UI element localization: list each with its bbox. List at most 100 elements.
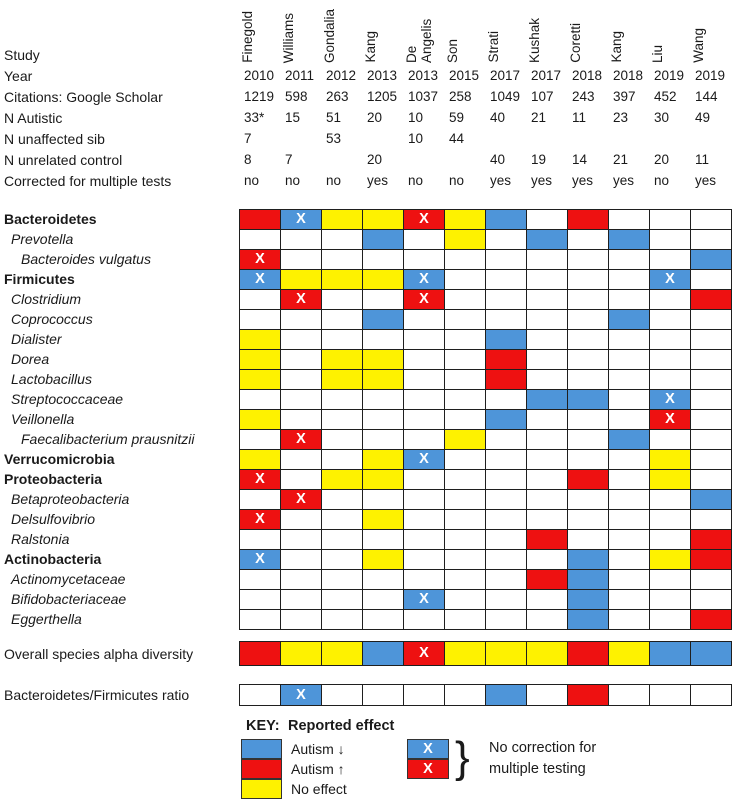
heatmap-cell	[486, 370, 527, 390]
heatmap-cell	[240, 390, 281, 410]
study-n-sib-value: 10	[408, 131, 424, 146]
heatmap-cell	[650, 510, 691, 530]
heatmap-cell	[240, 430, 281, 450]
heatmap-cell	[322, 250, 363, 270]
header-row-label: Corrected for multiple tests	[4, 173, 172, 189]
heatmap-cell	[363, 550, 404, 570]
heatmap-cell	[322, 530, 363, 550]
study-citations-value: 243	[572, 89, 595, 104]
heatmap-cell	[527, 210, 568, 230]
key-x-swatch-bx: X	[407, 739, 449, 759]
taxa-label: Verrucomicrobia	[4, 451, 115, 467]
heatmap-cell	[527, 570, 568, 590]
heatmap-cell	[363, 290, 404, 310]
heatmap-cell	[281, 270, 322, 290]
taxa-label: Firmicutes	[4, 271, 75, 287]
heatmap-cell	[650, 430, 691, 450]
study-corrected-value: no	[285, 173, 301, 188]
heatmap-cell	[240, 310, 281, 330]
study-n-autistic-value: 23	[613, 110, 629, 125]
heatmap-cell	[568, 450, 609, 470]
heatmap-cell	[691, 230, 732, 250]
heatmap-cell	[486, 642, 527, 666]
header-row-label: Citations: Google Scholar	[4, 89, 163, 105]
no-correction-x-mark: X	[255, 511, 265, 528]
heatmap-cell	[281, 510, 322, 530]
heatmap-cell	[363, 642, 404, 666]
heatmap-cell	[527, 350, 568, 370]
heatmap-cell	[650, 642, 691, 666]
key-item-label: Autism ↓	[291, 741, 345, 757]
heatmap-cell	[445, 610, 486, 630]
heatmap-cell	[568, 470, 609, 490]
heatmap-cell	[568, 210, 609, 230]
heatmap-cell	[609, 550, 650, 570]
taxa-label: Betaproteobacteria	[11, 491, 130, 507]
heatmap-cell	[445, 450, 486, 470]
heatmap-cell	[486, 470, 527, 490]
study-citations-value: 598	[285, 89, 308, 104]
heatmap-cell	[445, 370, 486, 390]
study-name: Kang	[609, 31, 624, 63]
heatmap-cell	[281, 230, 322, 250]
study-corrected-value: no	[449, 173, 465, 188]
heatmap-cell	[568, 390, 609, 410]
heatmap-cell	[281, 570, 322, 590]
study-n-autistic-value: 15	[285, 110, 301, 125]
study-n-sib-value: 7	[244, 131, 252, 146]
study-year-value: 2018	[572, 68, 603, 83]
study-column: Liu 2019 452 30 20 no	[649, 0, 690, 205]
study-name: Liu	[650, 44, 665, 63]
study-corrected-value: no	[326, 173, 342, 188]
heatmap-cell	[445, 230, 486, 250]
heatmap-cell	[691, 350, 732, 370]
heatmap-cell	[650, 590, 691, 610]
heatmap-cell	[322, 590, 363, 610]
heatmap-cell: X	[240, 270, 281, 290]
heatmap-cell	[404, 390, 445, 410]
heatmap-cell	[281, 530, 322, 550]
heatmap-cell	[527, 250, 568, 270]
study-n-control-value: 40	[490, 152, 506, 167]
heatmap-cell	[363, 410, 404, 430]
heatmap-cell	[322, 410, 363, 430]
study-n-autistic-value: 33*	[244, 110, 265, 125]
heatmap-cell	[445, 510, 486, 530]
heatmap-cell	[281, 390, 322, 410]
heatmap-cell	[691, 370, 732, 390]
heatmap-cell	[527, 450, 568, 470]
taxa-label: Lactobacillus	[11, 371, 92, 387]
heatmap-cell	[322, 610, 363, 630]
heatmap-cell	[609, 270, 650, 290]
heatmap-cell	[691, 530, 732, 550]
heatmap-cell	[650, 250, 691, 270]
heatmap-cell	[445, 570, 486, 590]
heatmap-cell	[691, 685, 732, 706]
heatmap-cell	[527, 510, 568, 530]
heatmap-cell	[691, 610, 732, 630]
no-correction-x-mark: X	[419, 271, 429, 288]
study-name: Wang	[691, 28, 706, 63]
study-column: Gondalia 2012 263 51 53 no	[321, 0, 362, 205]
study-column: Williams 2011 598 15 7 no	[280, 0, 321, 205]
study-n-autistic-value: 11	[572, 110, 587, 125]
study-name: Coretti	[568, 23, 583, 63]
study-n-control-value: 21	[613, 152, 629, 167]
heatmap-cell	[527, 642, 568, 666]
study-year-value: 2012	[326, 68, 357, 83]
heatmap-cell	[650, 490, 691, 510]
heatmap-cell	[568, 310, 609, 330]
study-n-sib-value: 53	[326, 131, 342, 146]
heatmap-cell	[404, 530, 445, 550]
heatmap-cell	[609, 290, 650, 310]
heatmap-cell	[609, 390, 650, 410]
heatmap-cell	[445, 330, 486, 350]
study-column: Finegold 2010 1219 33* 7 8 no	[239, 0, 280, 205]
taxa-label: Bacteroidetes	[4, 211, 97, 227]
heatmap-cell	[404, 370, 445, 390]
heatmap-cell	[650, 610, 691, 630]
heatmap-cell	[363, 350, 404, 370]
no-correction-x-mark: X	[423, 740, 433, 757]
heatmap-cell	[404, 550, 445, 570]
